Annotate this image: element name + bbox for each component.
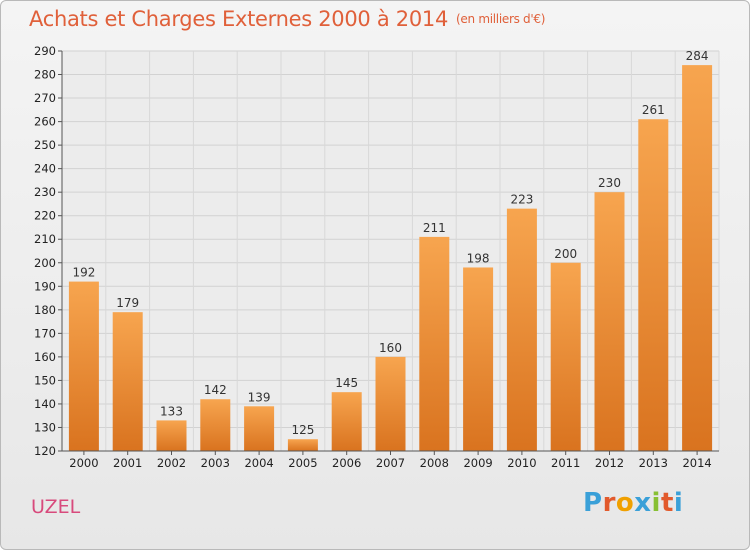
- x-tick-label-2011: 2011: [551, 456, 580, 470]
- x-tick-label-2007: 2007: [376, 456, 405, 470]
- y-tick-label-250: 250: [34, 138, 56, 152]
- proxiti-logo: Proxiti: [583, 488, 683, 518]
- bar-2007: [375, 356, 406, 451]
- y-tick-label-210: 210: [34, 232, 56, 246]
- value-label-2005: 125: [291, 423, 314, 437]
- value-label-2000: 192: [72, 266, 95, 280]
- logo-letter: t: [660, 488, 674, 518]
- y-tick-label-220: 220: [34, 209, 56, 223]
- bar-2002: [156, 420, 187, 451]
- x-tick-label-2004: 2004: [244, 456, 273, 470]
- bar-2000: [68, 281, 99, 451]
- y-tick-label-200: 200: [34, 256, 56, 270]
- bar-2004: [244, 406, 275, 451]
- y-tick-label-140: 140: [34, 397, 56, 411]
- value-label-2007: 160: [379, 341, 402, 355]
- value-label-2008: 211: [423, 221, 446, 235]
- y-tick-label-260: 260: [34, 115, 56, 129]
- y-tick-label-160: 160: [34, 350, 56, 364]
- y-tick-label-190: 190: [34, 279, 56, 293]
- y-tick-label-240: 240: [34, 162, 56, 176]
- x-tick-label-2008: 2008: [420, 456, 449, 470]
- y-tick-label-130: 130: [34, 420, 56, 434]
- y-tick-label-120: 120: [34, 444, 56, 458]
- bar-2012: [594, 192, 625, 452]
- logo-letter: o: [615, 488, 635, 518]
- value-label-2014: 284: [686, 49, 709, 63]
- bars: 192 179 133 142 139 125 145 160 211 198 223 200 230 2…: [68, 49, 713, 452]
- x-tick-label-2013: 2013: [639, 456, 668, 470]
- x-tick-label-2009: 2009: [463, 456, 492, 470]
- commune-name: UZEL: [31, 496, 81, 518]
- bar-2006: [331, 392, 362, 451]
- logo-letter: r: [602, 488, 616, 518]
- value-label-2009: 198: [467, 251, 490, 265]
- value-label-2004: 139: [248, 390, 271, 404]
- y-tick-label-230: 230: [34, 185, 56, 199]
- x-tick-label-2003: 2003: [201, 456, 230, 470]
- logo-letter: i: [651, 488, 661, 518]
- value-label-2012: 230: [598, 176, 621, 190]
- x-tick-label-2002: 2002: [157, 456, 186, 470]
- logo-letter: P: [583, 488, 603, 518]
- bar-2001: [112, 312, 143, 451]
- bar-2003: [200, 399, 231, 451]
- axes: 120 130 140 150 160 170 180 190 200 210 220 230 240 2…: [34, 44, 719, 470]
- chart-title-row: Achats et Charges Externes 2000 à 2014 (e…: [29, 7, 545, 31]
- value-label-2013: 261: [642, 103, 665, 117]
- y-tick-label-270: 270: [34, 91, 56, 105]
- x-tick-label-2005: 2005: [288, 456, 317, 470]
- bar-2010: [506, 208, 537, 451]
- bar-2011: [550, 262, 581, 451]
- y-tick-label-150: 150: [34, 373, 56, 387]
- x-tick-label-2012: 2012: [595, 456, 624, 470]
- bar-2014: [682, 65, 713, 451]
- bar-2005: [287, 439, 318, 451]
- logo-letter: i: [673, 488, 684, 518]
- y-tick-label-180: 180: [34, 303, 56, 317]
- value-label-2003: 142: [204, 383, 227, 397]
- value-label-2011: 200: [554, 247, 577, 261]
- chart-title: Achats et Charges Externes 2000 à 2014: [29, 7, 449, 31]
- logo-letter: x: [634, 488, 652, 518]
- x-tick-label-2001: 2001: [113, 456, 142, 470]
- bar-2013: [638, 119, 669, 451]
- x-tick-label-2000: 2000: [69, 456, 98, 470]
- y-tick-label-290: 290: [34, 44, 56, 58]
- x-tick-label-2006: 2006: [332, 456, 361, 470]
- x-tick-label-2014: 2014: [682, 456, 711, 470]
- value-label-2001: 179: [116, 296, 139, 310]
- bar-2008: [419, 236, 450, 451]
- value-label-2002: 133: [160, 404, 183, 418]
- y-tick-label-170: 170: [34, 326, 56, 340]
- chart-subtitle: (en milliers d'€): [456, 12, 546, 26]
- y-tick-label-280: 280: [34, 68, 56, 82]
- value-label-2010: 223: [510, 193, 533, 207]
- x-tick-label-2010: 2010: [507, 456, 536, 470]
- bar-2009: [463, 267, 494, 451]
- value-label-2006: 145: [335, 376, 358, 390]
